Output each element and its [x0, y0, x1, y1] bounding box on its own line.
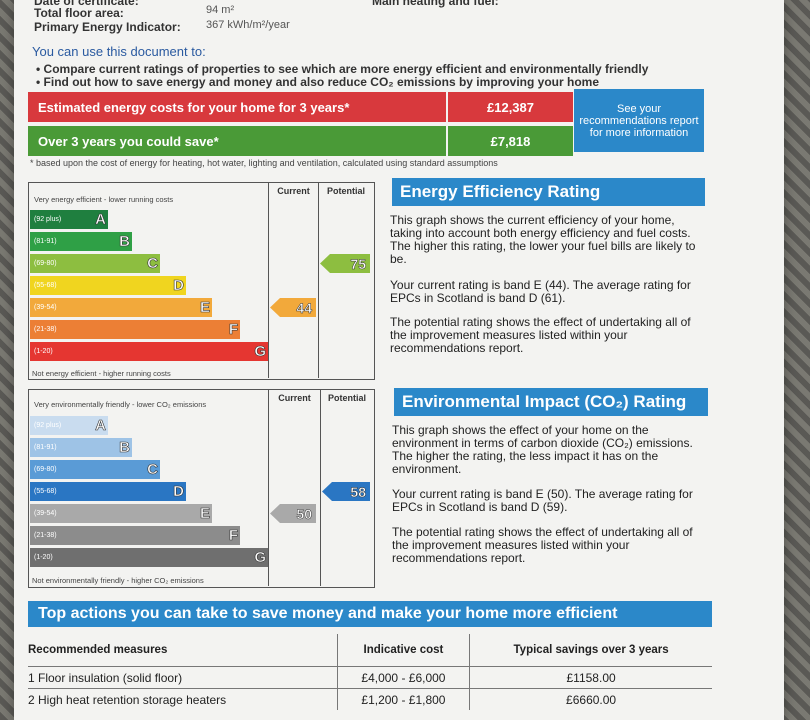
ei-top-label: Very environmentally friendly - lower CO… — [34, 400, 207, 409]
ee-band-range: (1-20) — [34, 348, 53, 355]
ee-band-f: (21-38) F — [30, 320, 240, 339]
recommendations-table: Recommended measures Indicative cost Typ… — [28, 634, 712, 710]
primary-energy-indicator-label: Primary Energy Indicator: — [34, 20, 181, 34]
col-measures-header: Recommended measures — [28, 644, 168, 656]
ei-paragraph-3: The potential rating shows the effect of… — [392, 525, 693, 565]
ei-band-d: (55-68) D — [30, 482, 186, 501]
ee-band-letter: F — [228, 321, 239, 339]
ee-band-d: (55-68) D — [30, 276, 186, 295]
savings-value: £7,818 — [448, 126, 573, 156]
ee-band-letter: C — [147, 255, 158, 273]
ei-title: Environmental Impact (CO₂) Rating — [394, 388, 708, 416]
ei-band-c: (69-80) C — [30, 460, 160, 479]
ee-divider-2 — [318, 182, 319, 378]
date-of-certificate-label: Date of certificate: — [34, 0, 139, 8]
ee-band-letter: D — [173, 277, 184, 295]
ei-col-current: Current — [278, 393, 311, 403]
ei-band-letter: A — [95, 417, 106, 435]
ee-title: Energy Efficiency Rating — [392, 178, 705, 206]
ei-band-letter: F — [228, 527, 239, 545]
intro-bullet-2: • Find out how to save energy and money … — [36, 75, 599, 89]
ee-band-letter: G — [254, 343, 266, 361]
ei-band-range: (39-54) — [34, 510, 57, 517]
ee-bottom-label: Not energy efficient - higher running co… — [32, 369, 171, 378]
ee-band-range: (55-68) — [34, 282, 57, 289]
estimated-costs-value: £12,387 — [448, 92, 573, 122]
savings-cell: £6660.00 — [469, 688, 712, 710]
ei-graph-frame — [28, 389, 375, 588]
ee-band-letter: A — [95, 211, 106, 229]
ee-band-letter: B — [119, 233, 130, 251]
estimated-costs-label: Estimated energy costs for your home for… — [28, 92, 446, 122]
col-savings-header: Typical savings over 3 years — [469, 634, 712, 667]
ee-band-range: (21-38) — [34, 326, 57, 333]
ee-paragraph-2: Your current rating is band E (44). The … — [390, 278, 691, 305]
ei-band-g: (1-20) G — [30, 548, 268, 567]
total-floor-area-value: 94 m² — [206, 4, 235, 16]
ei-band-range: (55-68) — [34, 488, 57, 495]
ee-divider-1 — [268, 182, 269, 378]
total-floor-area-label: Total floor area: — [34, 6, 124, 20]
ee-band-e: (39-54) E — [30, 298, 212, 317]
ei-current-indicator: 50 — [270, 504, 316, 523]
ei-band-range: (69-80) — [34, 466, 57, 473]
cost-cell: £1,200 - £1,800 — [336, 688, 470, 710]
measure-cell: 2 High heat retention storage heaters — [28, 688, 338, 710]
ee-col-current: Current — [277, 186, 310, 196]
savings-label: Over 3 years you could save* — [28, 126, 446, 156]
ee-band-g: (1-20) G — [30, 342, 268, 361]
ei-band-letter: E — [199, 505, 211, 523]
ee-band-range: (39-54) — [34, 304, 57, 311]
ee-paragraph-3: The potential rating shows the effect of… — [390, 315, 691, 355]
primary-energy-indicator-value: 367 kWh/m²/year — [206, 19, 290, 31]
ei-divider-1 — [268, 389, 269, 586]
ei-paragraph-1: This graph shows the effect of your home… — [392, 423, 693, 476]
ei-potential-indicator: 58 — [322, 482, 370, 501]
ee-band-range: (81-91) — [34, 238, 57, 245]
ei-band-b: (81-91) B — [30, 438, 132, 457]
ei-divider-2 — [320, 389, 321, 586]
ee-band-letter: E — [199, 299, 211, 317]
ei-band-letter: D — [173, 483, 184, 501]
ee-top-label: Very energy efficient - lower running co… — [34, 195, 174, 204]
ei-band-a: (92 plus) A — [30, 416, 108, 435]
see-recommendations-box: See your recommendations report for more… — [574, 89, 704, 152]
savings-cell: £1158.00 — [469, 666, 712, 689]
ei-band-range: (1-20) — [34, 554, 53, 561]
ei-band-letter: C — [147, 461, 158, 479]
ei-band-letter: B — [119, 439, 130, 457]
ei-band-range: (21-38) — [34, 532, 57, 539]
table-row: 1 Floor insulation (solid floor) £4,000 … — [28, 666, 712, 689]
ei-paragraph-2: Your current rating is band E (50). The … — [392, 487, 693, 514]
ee-band-range: (92 plus) — [34, 216, 62, 223]
ee-graph-frame — [28, 182, 375, 380]
ei-band-range: (92 plus) — [34, 422, 62, 429]
ee-band-a: (92 plus) A — [30, 210, 108, 229]
ee-band-b: (81-91) B — [30, 232, 132, 251]
top-actions-title: Top actions you can take to save money a… — [28, 601, 712, 627]
intro-bullet-1: • Compare current ratings of properties … — [36, 62, 649, 76]
ei-band-range: (81-91) — [34, 444, 57, 451]
ei-col-potential: Potential — [327, 393, 366, 403]
ee-col-potential: Potential — [326, 186, 365, 196]
ei-band-f: (21-38) F — [30, 526, 240, 545]
ei-band-e: (39-54) E — [30, 504, 212, 523]
cost-cell: £4,000 - £6,000 — [336, 666, 470, 689]
cost-footnote: * based upon the cost of energy for heat… — [30, 158, 498, 168]
ei-bottom-label: Not environmentally friendly - higher CO… — [32, 576, 204, 585]
measure-cell: 1 Floor insulation (solid floor) — [28, 666, 338, 689]
intro-title: You can use this document to: — [32, 44, 206, 59]
ee-potential-indicator: 75 — [320, 254, 370, 273]
ee-band-range: (69-80) — [34, 260, 57, 267]
ee-current-indicator: 44 — [270, 298, 316, 317]
col-cost-header: Indicative cost — [336, 634, 470, 667]
ee-paragraph-1: This graph shows the current efficiency … — [390, 213, 696, 266]
ee-band-c: (69-80) C — [30, 254, 160, 273]
table-row: 2 High heat retention storage heaters £1… — [28, 688, 712, 710]
ei-band-letter: G — [254, 549, 266, 567]
main-heating-label: Main heating and fuel: — [372, 0, 499, 8]
